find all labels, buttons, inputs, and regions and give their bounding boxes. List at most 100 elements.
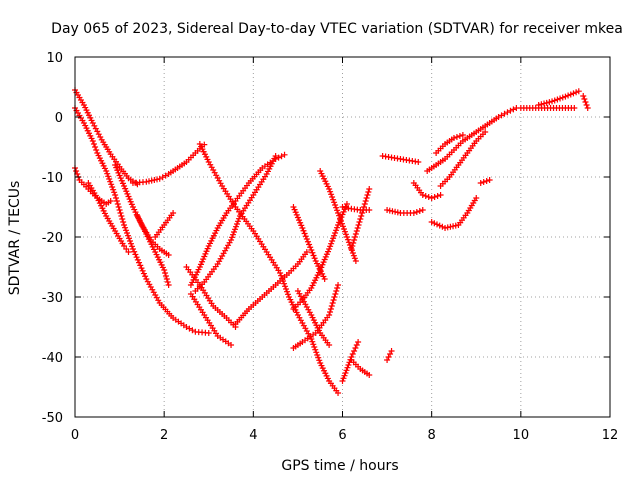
data-point xyxy=(125,193,132,200)
data-point xyxy=(565,92,572,99)
data-point xyxy=(91,122,98,129)
data-point xyxy=(117,175,124,182)
series-arc-25 xyxy=(379,153,422,165)
data-point xyxy=(277,270,284,276)
data-point xyxy=(580,93,587,99)
data-point xyxy=(281,280,288,287)
series-arc-6 xyxy=(134,213,172,288)
series-arc-1 xyxy=(72,87,141,188)
data-point xyxy=(282,283,289,290)
data-point xyxy=(123,188,130,195)
data-point xyxy=(549,98,556,105)
data-point xyxy=(352,345,359,351)
data-point xyxy=(120,219,127,225)
data-point xyxy=(332,202,339,208)
data-point xyxy=(92,144,99,150)
data-point xyxy=(344,236,351,243)
data-point xyxy=(355,222,362,228)
data-point xyxy=(571,105,578,111)
data-point xyxy=(352,258,359,264)
data-point xyxy=(352,231,359,237)
data-point xyxy=(113,195,120,201)
data-point xyxy=(328,191,335,198)
data-point xyxy=(541,100,548,107)
data-point xyxy=(326,186,333,192)
data-point xyxy=(350,240,357,246)
data-point xyxy=(483,178,490,184)
data-point xyxy=(310,252,317,259)
data-point xyxy=(351,255,358,262)
series-arc-12 xyxy=(187,291,235,348)
data-point xyxy=(105,173,112,180)
data-point xyxy=(200,256,207,263)
data-point xyxy=(428,219,435,225)
data-point xyxy=(111,189,118,196)
data-point xyxy=(415,159,422,165)
data-point xyxy=(303,236,310,242)
data-point xyxy=(117,210,124,216)
data-point xyxy=(486,177,493,183)
data-point xyxy=(321,256,328,263)
data-point xyxy=(326,312,333,318)
data-point xyxy=(437,192,444,198)
data-point xyxy=(302,233,309,240)
data-point xyxy=(341,372,348,379)
data-point xyxy=(122,185,129,192)
data-point xyxy=(204,245,211,252)
data-point xyxy=(357,216,364,222)
data-point xyxy=(136,259,143,266)
data-point xyxy=(434,193,441,199)
series-arc-10 xyxy=(196,141,342,396)
data-point xyxy=(328,240,335,247)
data-point xyxy=(507,107,514,114)
data-point xyxy=(439,223,446,230)
data-point xyxy=(329,238,336,244)
data-point xyxy=(124,230,131,236)
data-point xyxy=(482,129,489,135)
data-point xyxy=(323,251,330,258)
data-point xyxy=(562,93,569,100)
data-point xyxy=(291,206,298,213)
data-point xyxy=(342,370,349,376)
data-point xyxy=(310,341,317,348)
data-point xyxy=(232,226,239,233)
y-tick-label: -20 xyxy=(42,231,63,246)
data-point xyxy=(283,286,290,292)
data-point xyxy=(425,194,432,200)
data-point xyxy=(161,267,168,273)
series-arc-26 xyxy=(384,207,426,216)
data-point xyxy=(326,246,333,252)
data-point xyxy=(535,102,542,108)
data-point xyxy=(125,232,132,239)
data-point xyxy=(119,180,126,187)
data-point xyxy=(334,285,341,291)
data-point xyxy=(304,238,311,245)
data-point xyxy=(114,167,121,174)
data-point xyxy=(551,97,558,104)
data-point xyxy=(199,258,206,265)
data-point xyxy=(388,348,395,354)
data-point xyxy=(303,249,310,255)
data-point xyxy=(113,198,120,204)
y-tick-label: -30 xyxy=(42,291,63,306)
data-point xyxy=(343,201,350,207)
data-point xyxy=(118,177,125,184)
data-point xyxy=(349,250,356,256)
data-point xyxy=(342,231,349,238)
data-point xyxy=(127,240,134,247)
series-arc-21 xyxy=(348,186,373,252)
data-point xyxy=(326,342,333,348)
data-point xyxy=(315,354,322,361)
data-point xyxy=(317,267,324,273)
data-marks xyxy=(72,87,591,396)
data-point xyxy=(109,184,116,190)
data-point xyxy=(118,213,125,219)
data-point xyxy=(319,261,326,268)
data-point xyxy=(121,183,128,189)
data-point xyxy=(309,338,316,345)
data-point xyxy=(348,246,355,252)
data-point xyxy=(93,147,100,153)
data-point xyxy=(142,273,149,280)
data-point xyxy=(431,194,438,200)
data-point xyxy=(112,192,119,198)
